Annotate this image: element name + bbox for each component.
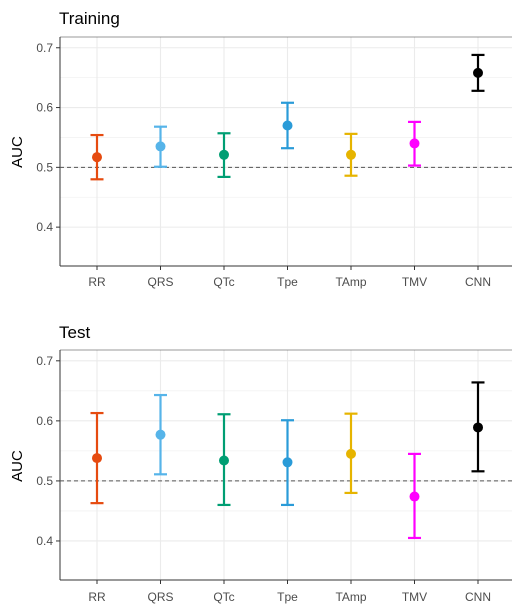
point-TAmp [346, 448, 356, 459]
panel-0: 0.4 0.5 0.6 0.7 RR QRS QTc Tpe TAmp TMV CNN Trainin… [9, 9, 512, 289]
x-tick-label: CNN [465, 275, 491, 289]
x-tick-label: QRS [147, 275, 173, 289]
point-QTc [219, 149, 229, 160]
point-CNN [473, 422, 483, 433]
panel-1: 0.4 0.5 0.6 0.7 RR QRS QTc Tpe TAmp TMV CNN Test AUC [9, 323, 512, 604]
panel-background [60, 37, 512, 266]
point-RR [92, 152, 102, 163]
x-tick-label: QRS [147, 590, 173, 604]
point-Tpe [282, 457, 293, 468]
point-QRS [155, 429, 166, 440]
point-TAmp [346, 149, 356, 160]
x-tick-label: RR [88, 590, 106, 604]
x-tick-label: CNN [465, 590, 491, 604]
x-tick-label: TMV [402, 590, 427, 604]
point-Tpe [282, 120, 293, 131]
x-tick-label: TAmp [335, 275, 366, 289]
y-tick-label: 0.4 [36, 534, 53, 548]
point-TMV [409, 138, 420, 149]
y-axis-label: AUC [9, 136, 26, 168]
y-tick-label: 0.6 [36, 101, 53, 115]
x-tick-label: TAmp [335, 590, 366, 604]
y-tick-label: 0.4 [36, 220, 53, 234]
y-tick-label: 0.7 [36, 354, 53, 368]
y-tick-label: 0.6 [36, 414, 53, 428]
point-RR [92, 453, 102, 464]
x-tick-label: Tpe [277, 590, 298, 604]
y-axis-label: AUC [9, 450, 26, 482]
point-QRS [155, 141, 166, 152]
x-tick-label: RR [88, 275, 106, 289]
x-tick-label: QTc [213, 275, 234, 289]
panel-title: Training [59, 9, 120, 28]
x-tick-label: TMV [402, 275, 427, 289]
y-tick-label: 0.7 [36, 41, 53, 55]
y-tick-label: 0.5 [36, 474, 53, 488]
point-TMV [409, 491, 420, 502]
panel-title: Test [59, 323, 90, 342]
x-tick-label: QTc [213, 590, 234, 604]
point-CNN [473, 67, 483, 78]
point-QTc [219, 455, 229, 466]
y-tick-label: 0.5 [36, 160, 53, 174]
x-tick-label: Tpe [277, 275, 298, 289]
